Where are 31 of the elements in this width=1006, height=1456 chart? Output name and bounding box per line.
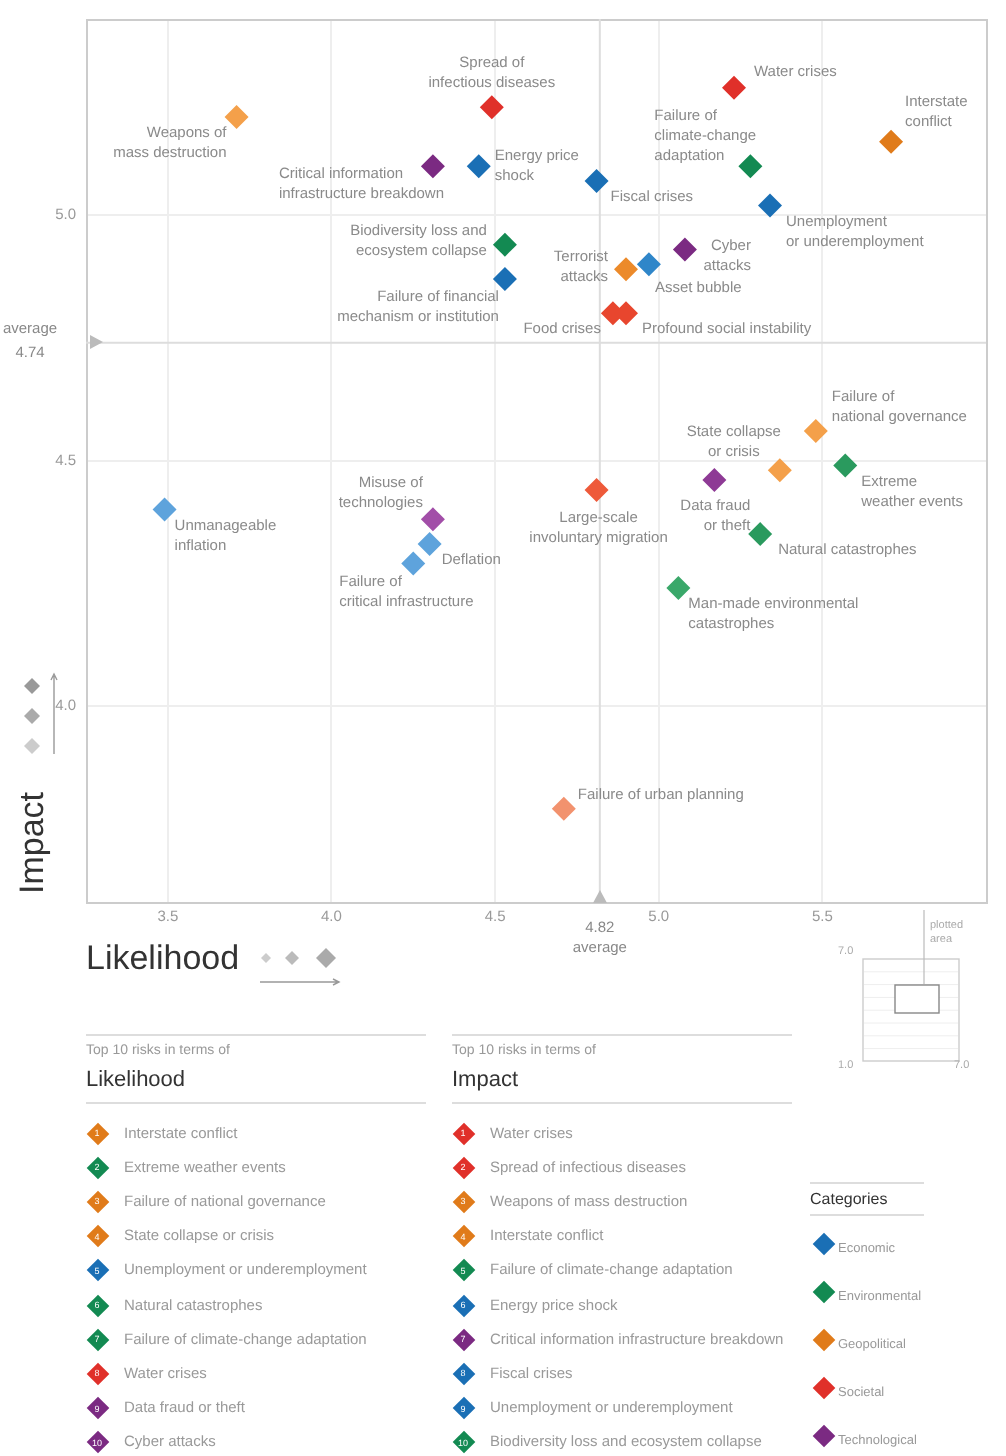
text: Impact xyxy=(452,1068,519,1092)
point xyxy=(584,477,609,502)
text: Likelihood xyxy=(86,1068,186,1092)
point xyxy=(738,154,763,179)
point xyxy=(584,168,609,193)
y-axis-title: Impact xyxy=(13,791,52,894)
point xyxy=(636,252,661,277)
point xyxy=(666,576,691,601)
point xyxy=(803,419,828,444)
point xyxy=(833,453,858,478)
point xyxy=(417,531,442,556)
point xyxy=(879,129,904,154)
point xyxy=(152,497,177,522)
point xyxy=(722,75,746,100)
point xyxy=(420,154,445,179)
point xyxy=(551,796,576,821)
point xyxy=(767,458,792,483)
point xyxy=(672,237,697,262)
point xyxy=(614,257,638,282)
point xyxy=(420,507,445,532)
legend-title: Categories xyxy=(810,1190,888,1208)
point xyxy=(758,193,782,218)
x-axis-title: Likelihood xyxy=(86,939,240,978)
point xyxy=(479,95,504,120)
point xyxy=(492,266,517,291)
point xyxy=(466,154,491,179)
point xyxy=(748,522,773,547)
point xyxy=(702,468,727,493)
point xyxy=(224,105,249,130)
point xyxy=(492,232,517,257)
point xyxy=(401,551,426,576)
